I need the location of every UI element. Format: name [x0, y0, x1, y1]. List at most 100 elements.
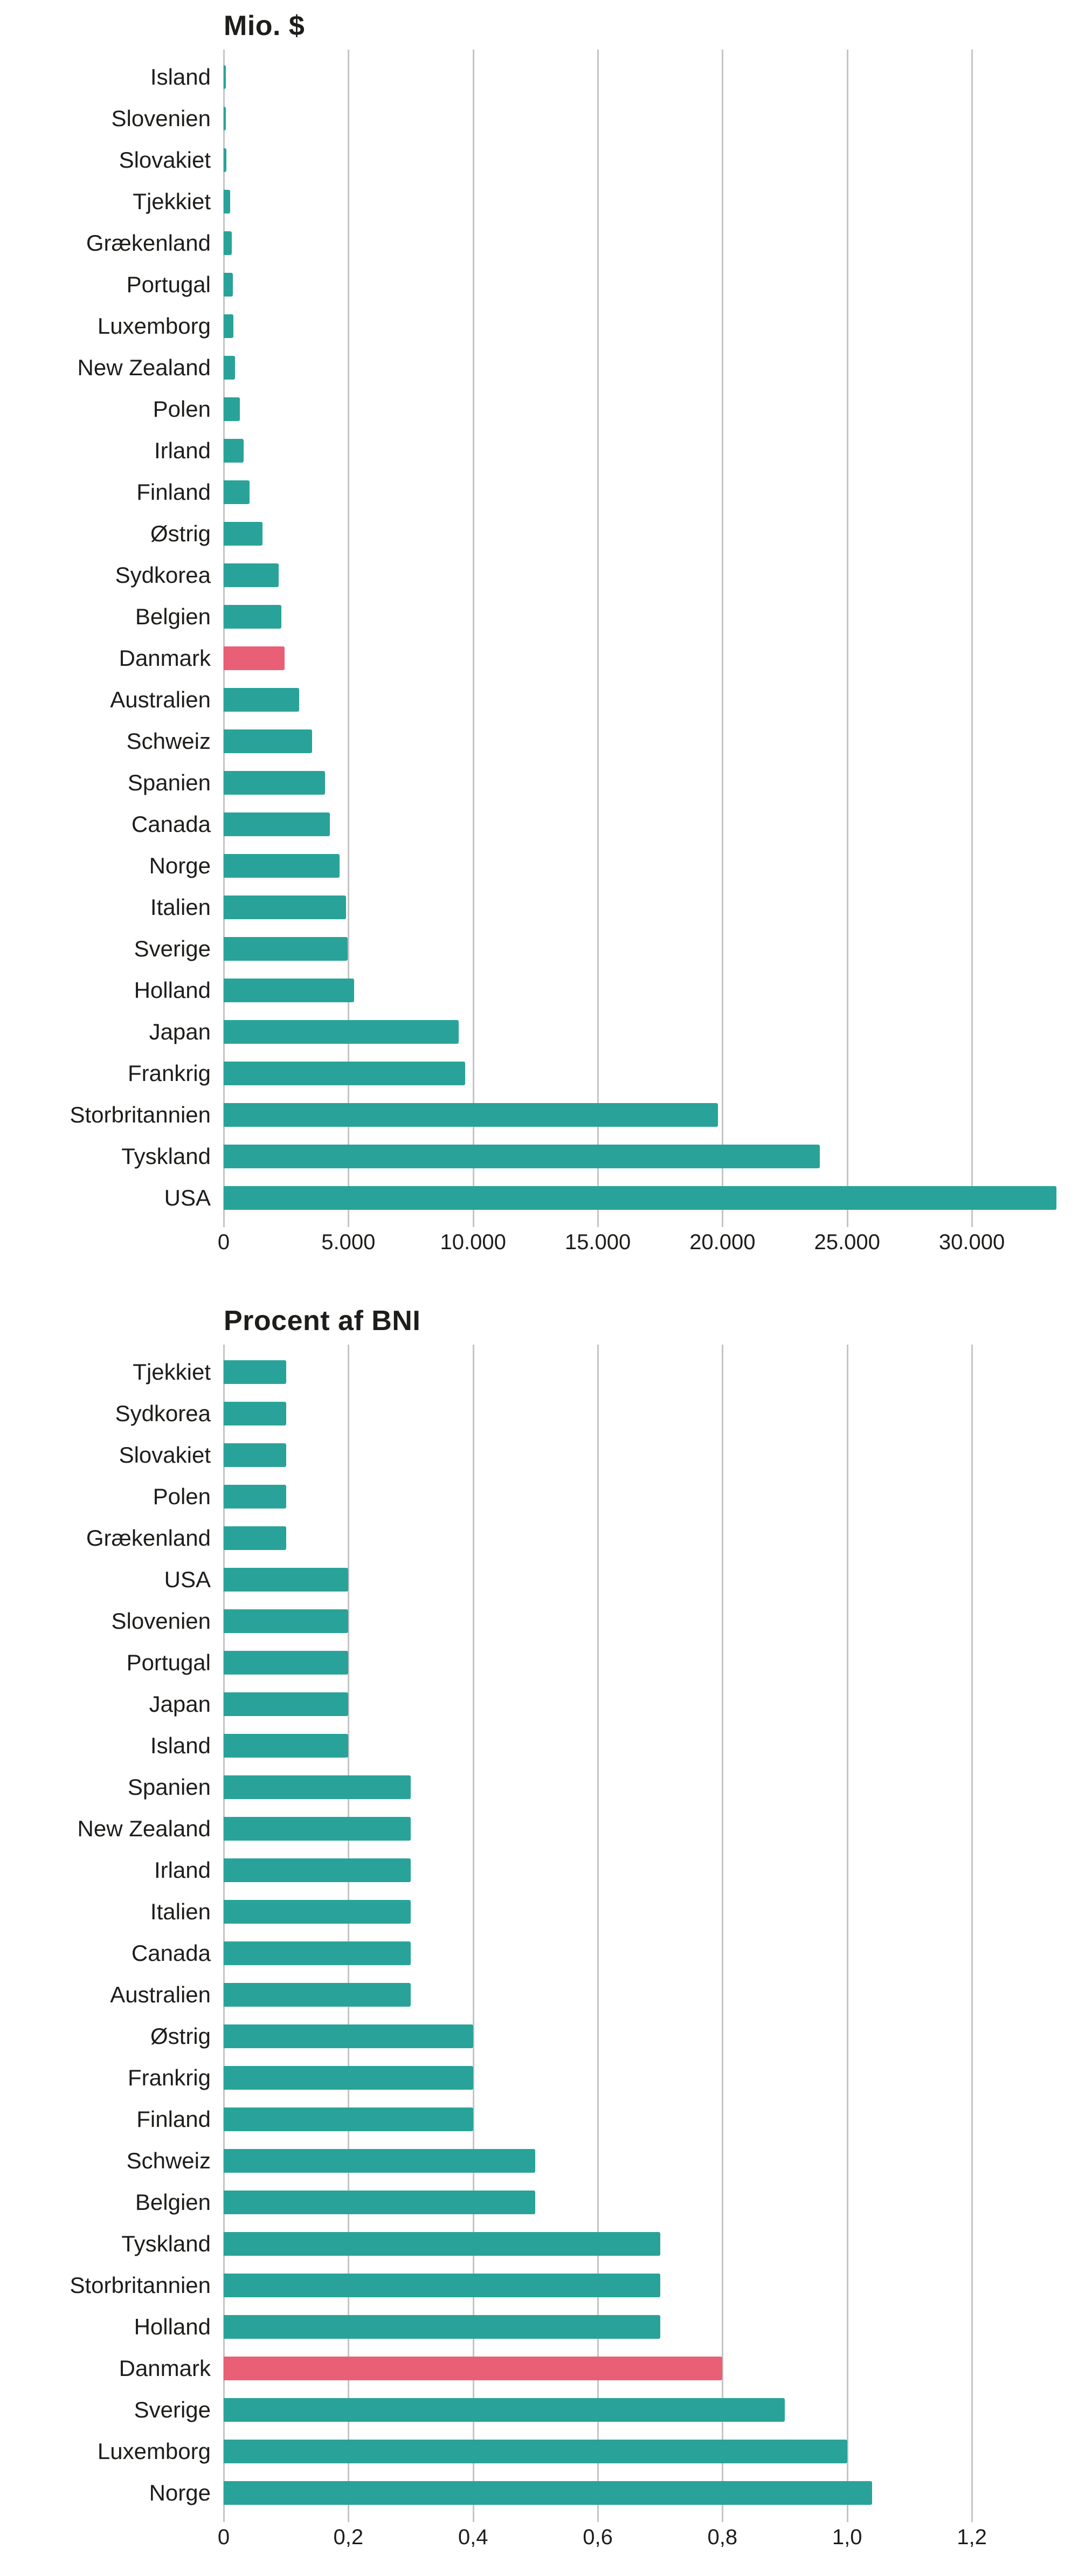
category-label: Sydkorea — [115, 562, 211, 588]
chart-row: USA — [164, 1177, 1059, 1218]
bar-tjekkiet — [224, 1360, 286, 1384]
category-label: New Zealand — [77, 1816, 211, 1841]
chart-row: Holland — [134, 2306, 1059, 2347]
x-axis: 0 0,2 0,4 0,6 0,8 1,0 1,2 — [218, 2525, 1059, 2554]
category-label: Grækenland — [86, 1525, 211, 1551]
x-tick-label: 25.000 — [814, 1230, 880, 1254]
chart-row: Australien — [110, 1974, 1059, 2015]
category-label: Tjekkiet — [133, 1359, 211, 1385]
rows: Island Slovenien Slovakiet Tjekkiet Grækenla… — [70, 56, 1059, 1218]
x-tick-label: 10.000 — [440, 1230, 506, 1254]
bar-frankrig — [224, 2065, 473, 2090]
gridline — [472, 1345, 474, 2522]
x-tick-label: 20.000 — [689, 1230, 756, 1254]
category-label: Norge — [149, 2480, 211, 2505]
category-label: Østrig — [150, 2023, 211, 2049]
gridline — [722, 50, 724, 1227]
chart-mio-dollar: Mio. $ Island Slovenien Slovakiet Tjekkiet G… — [0, 10, 1078, 1259]
bar-australien — [224, 687, 300, 712]
chart-row: Luxemborg — [98, 2430, 1059, 2472]
chart-row: Storbritannien — [70, 2264, 1059, 2306]
gridline — [597, 50, 599, 1227]
chart-title: Mio. $ — [224, 10, 305, 42]
bar-finland — [224, 2107, 473, 2131]
bar-belgien — [224, 604, 282, 629]
bar-canada — [224, 1941, 411, 1965]
category-label: USA — [164, 1185, 211, 1210]
chart-row: Polen — [153, 1476, 1059, 1517]
bar-luxemborg — [224, 314, 234, 338]
category-label: Frankrig — [127, 2065, 211, 2090]
category-label: Schweiz — [126, 2148, 211, 2173]
chart-row: Finland — [136, 471, 1059, 513]
chart-row: Tjekkiet — [133, 181, 1059, 222]
x-tick-label: 5.000 — [321, 1230, 376, 1254]
category-label: Schweiz — [126, 728, 211, 754]
chart-row: Japan — [149, 1683, 1059, 1725]
category-label: Slovenien — [111, 106, 211, 131]
bar-slovenien — [224, 106, 226, 130]
chart-row: New Zealand — [78, 1808, 1059, 1849]
chart-row: Slovenien — [112, 98, 1059, 139]
category-label: Belgien — [135, 2189, 211, 2215]
chart-row: Slovakiet — [119, 139, 1059, 181]
bar-schweiz — [224, 2148, 536, 2173]
category-label: Irland — [154, 438, 211, 463]
chart-procent-af-bni: Procent af BNI Tjekkiet Sydkorea Slovakiet… — [0, 1305, 1078, 2554]
gridline — [597, 1345, 599, 2522]
bar-norge — [224, 2481, 872, 2505]
category-label: Grækenland — [86, 230, 211, 256]
chart-row: Belgien — [135, 596, 1059, 637]
category-label: Island — [150, 64, 211, 89]
category-label: Spanien — [127, 1774, 211, 1800]
category-label: Canada — [131, 1940, 211, 1966]
chart-row: Frankrig — [128, 2057, 1059, 2098]
bar-japan — [224, 1692, 349, 1716]
category-label: Polen — [153, 1484, 211, 1509]
category-label: Holland — [134, 2314, 211, 2339]
category-label: Sydkorea — [115, 1401, 211, 1426]
bar-slovenien — [224, 1609, 349, 1633]
chart-row: Danmark — [119, 2347, 1059, 2389]
bar-tyskland — [224, 1144, 820, 1168]
bar-danmark — [224, 646, 285, 670]
chart-row: Sydkorea — [115, 1393, 1059, 1434]
gridline — [348, 1345, 350, 2522]
chart-row: Irland — [154, 1849, 1059, 1891]
chart-row: Østrig — [150, 2015, 1059, 2057]
chart-row: Canada — [132, 803, 1059, 845]
gridline — [722, 1345, 724, 2522]
chart-row: Sverige — [134, 928, 1059, 969]
chart-row: New Zealand — [78, 347, 1059, 388]
chart-row: Norge — [149, 2472, 1059, 2513]
chart-row: Spanien — [128, 762, 1059, 803]
chart-title: Procent af BNI — [224, 1305, 421, 1337]
gridline — [472, 50, 474, 1227]
chart-row: Tyskland — [121, 1135, 1059, 1177]
category-label: Tyskland — [121, 2231, 211, 2256]
chart-row: Sydkorea — [115, 554, 1059, 596]
chart-row: Italien — [150, 886, 1059, 928]
category-label: Spanien — [127, 770, 211, 795]
chart-row: Tjekkiet — [133, 1351, 1059, 1393]
category-label: Sverige — [134, 936, 211, 961]
chart-row: Holland — [134, 969, 1059, 1011]
bar-danmark — [224, 2356, 723, 2380]
bar-gr-kenland — [224, 231, 232, 255]
category-label: Holland — [134, 977, 211, 1003]
bar-canada — [224, 812, 330, 836]
chart-row: Spanien — [128, 1766, 1059, 1808]
bar-new-zealand — [224, 1816, 411, 1841]
x-tick-label: 0 — [217, 2525, 230, 2549]
chart-row: Irland — [154, 430, 1059, 471]
x-tick-label: 0,8 — [707, 2525, 738, 2549]
chart-row: Island — [150, 56, 1059, 98]
bar-holland — [224, 2315, 660, 2339]
category-label: Storbritannien — [70, 2272, 211, 2298]
category-label: Belgien — [135, 604, 211, 629]
chart-row: USA — [164, 1559, 1059, 1600]
category-label: Canada — [131, 811, 211, 837]
bar-slovakiet — [224, 1443, 286, 1467]
gridline — [223, 50, 225, 1227]
category-label: Australien — [110, 687, 211, 712]
